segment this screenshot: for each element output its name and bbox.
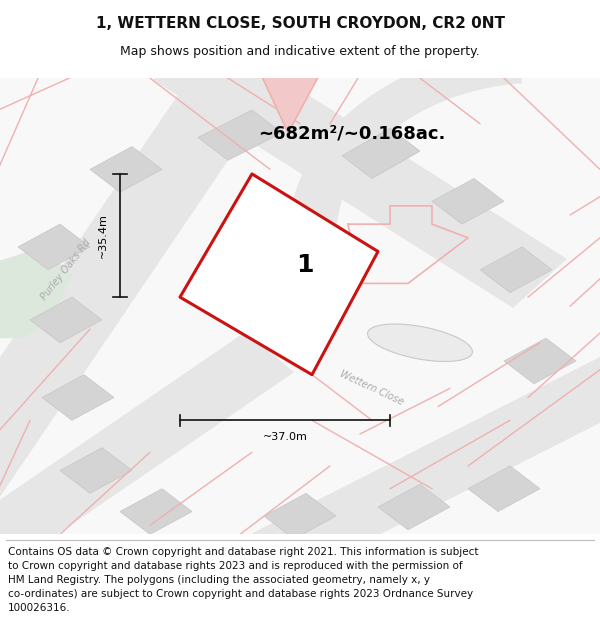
Polygon shape (264, 493, 336, 539)
Polygon shape (18, 224, 90, 270)
Text: 1: 1 (296, 253, 313, 278)
Polygon shape (480, 247, 552, 292)
Text: Map shows position and indicative extent of the property.: Map shows position and indicative extent… (120, 46, 480, 58)
Polygon shape (468, 466, 540, 511)
Polygon shape (378, 484, 450, 530)
Polygon shape (153, 31, 567, 308)
Polygon shape (120, 489, 192, 534)
Polygon shape (252, 55, 330, 133)
Polygon shape (198, 110, 282, 160)
Polygon shape (368, 324, 472, 361)
Polygon shape (250, 352, 600, 580)
Polygon shape (0, 41, 289, 512)
Polygon shape (0, 331, 294, 578)
Polygon shape (90, 146, 162, 192)
Polygon shape (42, 374, 114, 420)
Text: ~682m²/~0.168ac.: ~682m²/~0.168ac. (258, 124, 445, 142)
Polygon shape (60, 448, 132, 493)
Polygon shape (30, 297, 102, 343)
Polygon shape (342, 128, 420, 179)
Text: ~37.0m: ~37.0m (263, 432, 307, 442)
Polygon shape (210, 238, 330, 334)
Polygon shape (180, 174, 378, 374)
Text: ~35.4m: ~35.4m (98, 213, 108, 258)
Polygon shape (0, 247, 72, 338)
Text: Wettern Close: Wettern Close (338, 369, 406, 408)
Text: Contains OS data © Crown copyright and database right 2021. This information is : Contains OS data © Crown copyright and d… (8, 547, 478, 613)
Text: Purley Oaks Rd: Purley Oaks Rd (39, 238, 93, 302)
Polygon shape (432, 179, 504, 224)
Polygon shape (0, 78, 600, 534)
Text: 1, WETTERN CLOSE, SOUTH CROYDON, CR2 0NT: 1, WETTERN CLOSE, SOUTH CROYDON, CR2 0NT (95, 16, 505, 31)
Polygon shape (288, 47, 522, 288)
Polygon shape (504, 338, 576, 384)
